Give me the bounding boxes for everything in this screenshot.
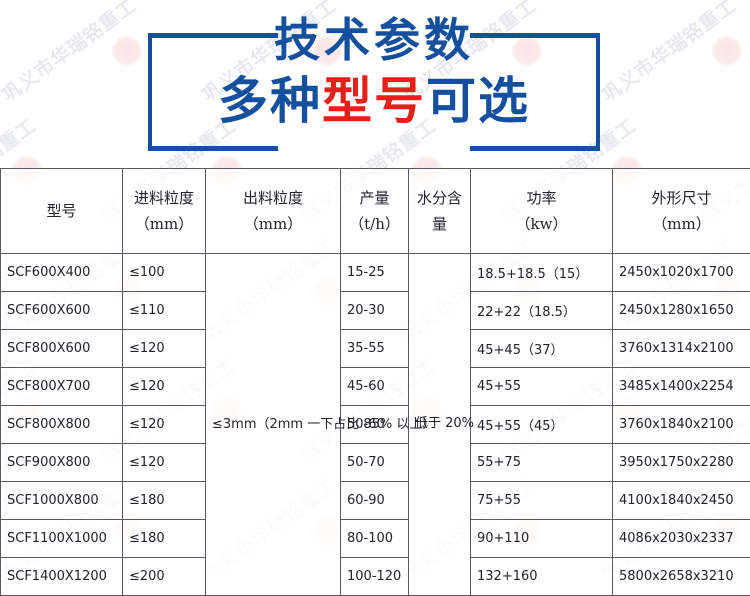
cell-overall-size: 4086x2030x2337	[613, 520, 750, 558]
header-feed-size: 进料粒度 （mm）	[123, 169, 206, 254]
header-power-unit: （kw）	[477, 211, 606, 237]
cell-model: SCF1400X1200	[1, 558, 123, 596]
table-row: SCF600X400≤100≤3mm（2mm 一下占比 85% 以上）15-25…	[1, 254, 750, 292]
cell-overall-size: 4100x1840x2450	[613, 482, 750, 520]
header-discharge-size-main: 出料粒度	[243, 189, 303, 207]
cell-feed-size: ≤120	[123, 444, 206, 482]
cell-feed-size: ≤110	[123, 292, 206, 330]
header-overall-size: 外形尺寸 （mm）	[613, 169, 750, 254]
cell-feed-size: ≤180	[123, 482, 206, 520]
cell-feed-size: ≤120	[123, 406, 206, 444]
header-feed-size-main: 进料粒度	[134, 189, 194, 207]
cell-capacity: 15-25	[341, 254, 409, 292]
header-discharge-size: 出料粒度 （mm）	[206, 169, 341, 254]
header-moisture-cont: 量	[415, 211, 464, 237]
header-overall-size-unit: （mm）	[619, 211, 744, 237]
header-capacity-unit: （t/h）	[347, 211, 402, 237]
cell-overall-size: 5800x2658x3210	[613, 558, 750, 596]
header-power: 功率 （kw）	[471, 169, 613, 254]
header-model-main: 型号	[46, 202, 76, 220]
cell-power: 75+55	[471, 482, 613, 520]
cell-model: SCF800X800	[1, 406, 123, 444]
watermark-tile: 巩义市华瑞铭重工	[0, 0, 50, 150]
cell-feed-size: ≤120	[123, 330, 206, 368]
cell-model: SCF800X600	[1, 330, 123, 368]
cell-feed-size: ≤200	[123, 558, 206, 596]
header-capacity-main: 产量	[359, 189, 389, 207]
spec-table-container: 型号 进料粒度 （mm） 出料粒度 （mm） 产量 （t/h） 水分含 量	[0, 168, 750, 596]
cell-moisture-merged: 低于 20%	[409, 254, 471, 596]
watermark-text: 巩义市华瑞铭重工	[596, 0, 750, 107]
cell-model: SCF1000X800	[1, 482, 123, 520]
table-row: SCF800X600≤120 35-55 45+45（37）3760x1314x21…	[1, 330, 750, 368]
specification-table: 型号 进料粒度 （mm） 出料粒度 （mm） 产量 （t/h） 水分含 量	[0, 168, 750, 596]
table-header-row: 型号 进料粒度 （mm） 出料粒度 （mm） 产量 （t/h） 水分含 量	[1, 169, 750, 254]
cell-capacity: 20-30	[341, 292, 409, 330]
header-moisture: 水分含 量	[409, 169, 471, 254]
watermark-tile: 巩义市华瑞铭重工	[0, 0, 150, 30]
title-primary: 技术参数	[148, 17, 600, 63]
header-moisture-main: 水分含	[417, 189, 462, 207]
header-overall-size-main: 外形尺寸	[651, 189, 711, 207]
cell-model: SCF800X700	[1, 368, 123, 406]
cell-overall-size: 2450x1280x1650	[613, 292, 750, 330]
cell-capacity: 35-55	[341, 330, 409, 368]
header-power-main: 功率	[526, 189, 556, 207]
cell-overall-size: 2450x1020x1700	[613, 254, 750, 292]
cell-model: SCF900X800	[1, 444, 123, 482]
cell-feed-size: ≤180	[123, 520, 206, 558]
cell-model: SCF1100X1000	[1, 520, 123, 558]
cell-capacity: 45-60	[341, 368, 409, 406]
cell-power: 45+55	[471, 368, 613, 406]
cell-overall-size: 3485x1400x2254	[613, 368, 750, 406]
cell-overall-size: 3760x1314x2100	[613, 330, 750, 368]
table-body: SCF600X400≤100≤3mm（2mm 一下占比 85% 以上）15-25…	[1, 254, 750, 596]
cell-overall-size: 3950x1750x2280	[613, 444, 750, 482]
watermark-logo-icon	[712, 36, 742, 66]
title-secondary-part-2: 型号	[322, 71, 426, 130]
cell-feed-size: ≤120	[123, 368, 206, 406]
title-secondary-part-1: 多种	[218, 71, 322, 130]
header-discharge-size-unit: （mm）	[212, 211, 334, 237]
cell-power: 132+160	[471, 558, 613, 596]
watermark-tile: 巩义市华瑞铭重工	[700, 0, 750, 30]
watermark-logo-icon	[112, 36, 142, 66]
header-feed-size-unit: （mm）	[129, 211, 199, 237]
watermark-text: 巩义市华瑞铭重工	[0, 0, 14, 107]
cell-capacity: 80-100	[341, 520, 409, 558]
cell-power: 55+75	[471, 444, 613, 482]
header-capacity: 产量 （t/h）	[341, 169, 409, 254]
cell-capacity: 100-120	[341, 558, 409, 596]
cell-power: 22+22（18.5）	[471, 292, 613, 330]
cell-capacity: 50-70	[341, 444, 409, 482]
table-row: SCF600X600≤110 20-30 22+22（18.5）2450x1280x…	[1, 292, 750, 330]
header-model: 型号	[1, 169, 123, 254]
watermark-tile: 巩义市华瑞铭重工	[600, 0, 750, 150]
cell-overall-size: 3760x1840x2100	[613, 406, 750, 444]
cell-power: 90+110	[471, 520, 613, 558]
cell-model: SCF600X600	[1, 292, 123, 330]
cell-power: 45+45（37）	[471, 330, 613, 368]
title-border-bottom-right	[470, 146, 600, 151]
cell-feed-size: ≤100	[123, 254, 206, 292]
cell-capacity: 60-90	[341, 482, 409, 520]
cell-power: 45+55（45）	[471, 406, 613, 444]
cell-discharge-size-merged: ≤3mm（2mm 一下占比 85% 以上）	[206, 254, 341, 596]
title-secondary-part-3: 可选	[426, 71, 530, 130]
cell-power: 18.5+18.5（15）	[471, 254, 613, 292]
title-secondary: 多种型号可选	[148, 76, 600, 126]
title-banner: 技术参数 多种型号可选	[148, 33, 600, 151]
table-header: 型号 进料粒度 （mm） 出料粒度 （mm） 产量 （t/h） 水分含 量	[1, 169, 750, 254]
cell-model: SCF600X400	[1, 254, 123, 292]
title-border-bottom-left	[148, 146, 278, 151]
